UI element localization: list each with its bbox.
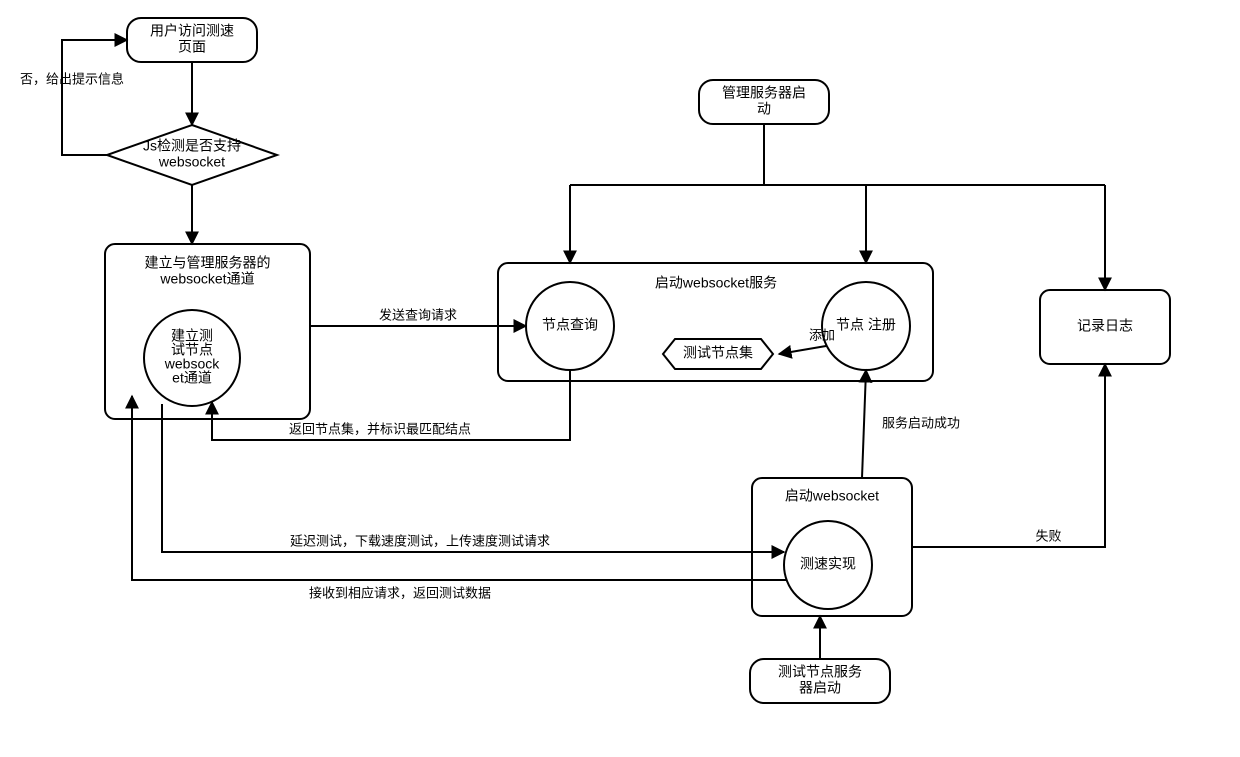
svg-text:管理服务器启: 管理服务器启 xyxy=(722,85,806,101)
svg-text:器启动: 器启动 xyxy=(799,680,841,696)
svg-text:否，给出提示信息: 否，给出提示信息 xyxy=(20,71,124,86)
edge-service-ok xyxy=(862,370,866,478)
svg-text:websocket通道: websocket通道 xyxy=(159,271,254,287)
svg-text:websocket: websocket xyxy=(158,154,225,170)
svg-text:服务启动成功: 服务启动成功 xyxy=(882,415,960,430)
svg-text:添加: 添加 xyxy=(809,327,835,342)
svg-text:测试节点集: 测试节点集 xyxy=(683,345,753,361)
svg-text:用户访问测速: 用户访问测速 xyxy=(150,23,234,39)
svg-text:失败: 失败 xyxy=(1035,528,1061,543)
svg-text:Js检测是否支持: Js检测是否支持 xyxy=(143,138,241,154)
svg-text:节点查询: 节点查询 xyxy=(542,317,598,333)
svg-text:建立与管理服务器的: 建立与管理服务器的 xyxy=(145,255,271,271)
edge-latency-request xyxy=(162,404,784,552)
svg-text:节点 注册: 节点 注册 xyxy=(836,317,896,333)
edge-fail xyxy=(912,364,1105,547)
svg-text:接收到相应请求，返回测试数据: 接收到相应请求，返回测试数据 xyxy=(309,585,491,600)
svg-text:测试节点服务: 测试节点服务 xyxy=(778,664,862,680)
svg-text:发送查询请求: 发送查询请求 xyxy=(379,307,457,322)
svg-text:动: 动 xyxy=(757,101,771,117)
svg-text:et通道: et通道 xyxy=(172,370,212,386)
svg-text:启动websocket: 启动websocket xyxy=(785,488,879,504)
svg-text:延迟测试，下载速度测试，上传速度测试请求: 延迟测试，下载速度测试，上传速度测试请求 xyxy=(290,533,550,548)
svg-text:记录日志: 记录日志 xyxy=(1077,318,1133,334)
edge-decision-no-loop xyxy=(62,40,127,155)
svg-text:页面: 页面 xyxy=(178,39,206,55)
svg-text:返回节点集，并标识最匹配结点: 返回节点集，并标识最匹配结点 xyxy=(289,421,471,436)
edge-add xyxy=(779,346,826,354)
svg-text:测速实现: 测速实现 xyxy=(800,556,856,572)
svg-text:启动websocket服务: 启动websocket服务 xyxy=(655,275,777,291)
